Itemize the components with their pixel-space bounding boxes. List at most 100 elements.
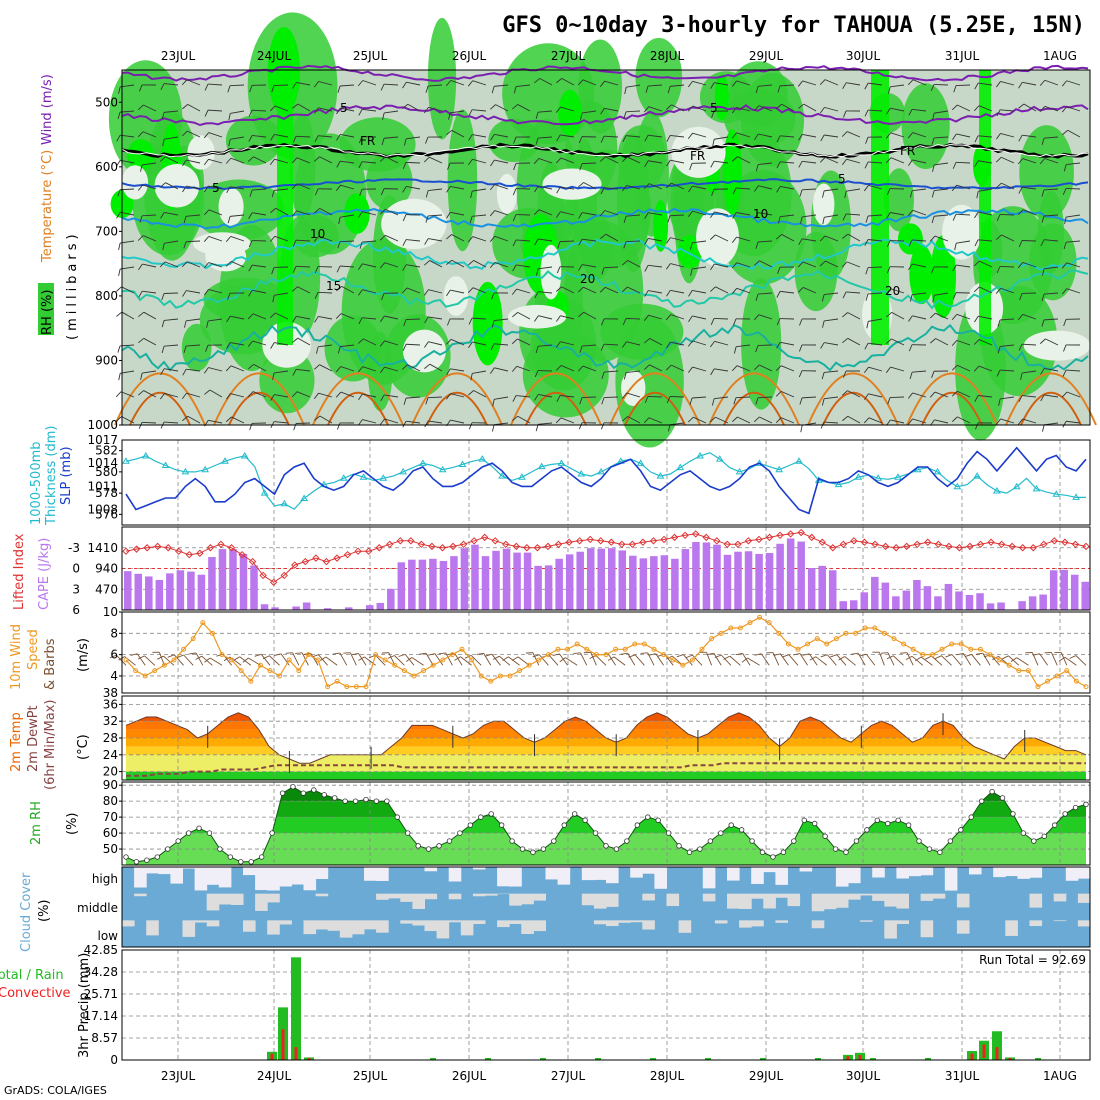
wind-barb [164,421,179,424]
wind-barb [186,344,201,347]
wind-speed-point [440,657,446,663]
rh-high-area [722,129,742,215]
wind-speed-point [929,652,935,658]
li-point [628,540,637,548]
cloud-cell [775,920,788,923]
precip-conv-bar [270,1053,274,1060]
wind-barb [494,84,509,87]
tick-label: 80 [103,794,118,808]
wind-barb [1066,214,1081,218]
wind-barb [737,416,751,424]
wind-barb [339,652,348,666]
wind-barb-flag [776,186,781,193]
wind-barb [470,655,482,666]
wind-barb [538,315,553,320]
temp-hump-contour-inner [921,391,983,426]
wind-barb [319,415,333,424]
wind-barb-flag [380,188,385,196]
rh-point [853,838,860,844]
wind-speed-point [632,641,638,647]
wind-barb-flag [249,423,253,431]
wind-barb [692,210,707,216]
rh-low-area [812,183,835,226]
wind-barb [318,315,333,320]
wind-barb [406,136,421,140]
wind-barb [799,653,808,666]
cape-bar [944,583,953,610]
wind-barb-flag [974,422,979,430]
wind-barb [499,655,511,666]
rh-point [467,822,474,828]
wind-barb [1066,240,1081,243]
tick-label: 578 [95,486,118,500]
li-point [248,557,257,566]
wind-speed-point [689,657,695,663]
cloud-cell [1077,893,1091,903]
wind-barb-flag [777,85,781,93]
cape-bar [807,568,816,610]
wind-barb-flag [859,653,867,657]
wind-barb-flag [640,652,648,654]
cape-bar [376,602,385,610]
wind-barb [736,344,751,348]
wind-barb-flag [556,395,561,402]
cape-bar [629,555,637,610]
wind-barb [1000,418,1015,424]
rh-column [979,70,991,345]
top-date-label: 24JUL [257,49,292,63]
wind-barb [844,656,856,666]
tick-label: 60 [103,826,118,840]
rh-low-area [218,187,244,226]
wind-barb-flag [1010,657,1017,663]
wind-barb-flag [710,368,715,376]
rh-area [447,109,478,252]
wind-barb [824,396,839,400]
wind-speed-point [757,614,763,620]
wind-barb-flag [709,341,715,348]
wind-barb-flag [204,83,209,91]
wind-barb-flag [710,263,715,271]
wind-barb-flag [723,655,731,660]
thickness-point [122,457,130,464]
wind-barb [364,656,376,666]
cloud-cell [315,867,329,880]
temp-band [126,754,1086,772]
temp-band [126,746,1086,755]
wind-barb-flag [621,156,628,163]
wind-barb-flag [793,653,801,656]
rh-point [331,795,338,801]
rh-high-area [653,200,669,252]
wind-speed-point [305,652,311,658]
rh-point [436,843,442,849]
cape-bar [881,582,890,610]
wind-barb [714,136,729,140]
cloud-cell [811,893,825,912]
cape-bar [513,552,521,610]
wind-barb [1022,262,1037,268]
tick-label: 800 [95,289,118,303]
wind-barb-flag [645,85,649,93]
wind-barb [208,185,223,190]
wind-barb-flag [714,654,722,658]
li-point [670,533,679,542]
wind-barb [714,160,729,164]
cloud-cell [412,920,425,926]
wind-speed-point [776,630,782,636]
wind-barb [560,417,575,424]
wind-speed-point [1083,684,1089,690]
wind-barb [143,337,157,346]
wind-barb [865,653,876,666]
wind-barb [890,157,905,164]
cape-bar [576,551,584,610]
li-point [597,537,605,545]
wind-barb-flag [512,264,517,272]
wind-barb-flag [285,652,293,654]
wind-barb-flag [690,268,693,276]
wind-barb-flag [402,344,407,351]
wind-barb-flag [976,191,979,199]
thickness-point [161,461,170,468]
wind-barb-flag [622,135,627,143]
wind-barb [979,286,993,294]
cloud-cell [642,893,655,901]
